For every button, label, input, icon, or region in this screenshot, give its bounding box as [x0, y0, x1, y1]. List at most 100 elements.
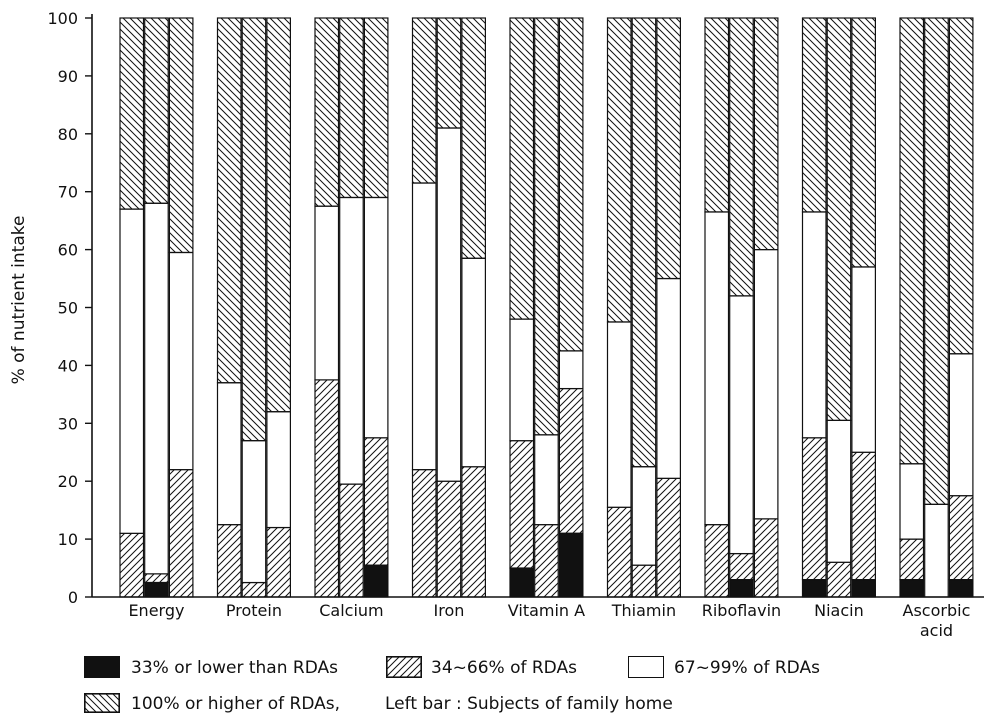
- x-tick-label-8: Niacin: [814, 601, 864, 620]
- bar-4-1: [411, 17, 437, 598]
- bar-6-3-seg-mid: [656, 477, 682, 598]
- bar-3-2-seg-full: [339, 17, 364, 199]
- bar-3-3-seg-full: [363, 17, 389, 199]
- legend-label-full: 100% or higher of RDAs,: [131, 694, 340, 714]
- bar-9-3-seg-high: [948, 353, 974, 497]
- y-tick-label-70: 70: [58, 183, 78, 202]
- bar-9-1-seg-full: [899, 17, 925, 465]
- bar-4-1-seg-high: [411, 182, 437, 471]
- legend-swatch-high: [628, 656, 664, 678]
- bar-8-3: [851, 17, 877, 598]
- bar-6-2-seg-high: [631, 466, 657, 566]
- bar-7-2-seg-low: [729, 579, 754, 598]
- bar-6-2-seg-mid: [631, 564, 657, 598]
- bar-6-3-seg-high: [656, 277, 682, 479]
- x-tick-label-3: Calcium: [319, 601, 383, 620]
- bar-9-2-seg-full: [924, 17, 949, 505]
- bar-2-2-seg-full: [241, 17, 267, 442]
- y-tick-label-80: 80: [58, 125, 78, 144]
- bar-8-3-seg-high: [851, 266, 877, 453]
- bar-4-2: [436, 17, 462, 598]
- bar-group-3: [314, 17, 389, 598]
- legend-swatch-mid: [386, 656, 422, 678]
- bar-5-1: [509, 17, 535, 598]
- bar-1-2-seg-mid: [144, 573, 169, 584]
- bar-5-1-seg-low: [509, 567, 535, 598]
- bar-3-3: [363, 17, 389, 598]
- bar-3-3-seg-mid: [363, 437, 389, 566]
- bar-7-3: [753, 17, 779, 598]
- bar-group-6: [606, 17, 682, 598]
- bar-9-3: [948, 17, 974, 598]
- bar-5-2-seg-high: [534, 434, 559, 526]
- bar-7-2-seg-mid: [729, 552, 754, 581]
- bar-group-2: [216, 17, 291, 598]
- bar-9-3-seg-mid: [948, 495, 974, 581]
- bar-2-2-seg-high: [241, 440, 267, 584]
- bar-1-1: [119, 17, 145, 598]
- bar-2-1-seg-full: [216, 17, 242, 384]
- bar-6-2: [631, 17, 657, 598]
- bar-8-1-seg-high: [801, 211, 827, 439]
- x-tick-label-7: Riboflavin: [702, 601, 781, 620]
- bar-8-1-seg-low: [801, 579, 827, 598]
- bar-8-3-seg-full: [851, 17, 877, 268]
- bar-group-8: [801, 17, 877, 598]
- bar-4-2-seg-high: [436, 127, 462, 482]
- bar-1-2-seg-low: [144, 581, 169, 598]
- bar-1-3: [168, 17, 194, 598]
- bar-9-1: [899, 17, 925, 598]
- y-tick-label-20: 20: [58, 472, 78, 491]
- legend-label-high: 67~99% of RDAs: [674, 658, 820, 678]
- bar-4-3-seg-full: [461, 17, 486, 259]
- y-tick-label-0: 0: [68, 588, 78, 607]
- bar-9-1-seg-high: [899, 463, 925, 540]
- bar-4-3-seg-high: [461, 257, 486, 468]
- bar-1-3-seg-high: [168, 251, 194, 471]
- y-tick-label-30: 30: [58, 414, 78, 433]
- bar-6-3-seg-full: [656, 17, 682, 280]
- x-tick-label-2: Protein: [226, 601, 282, 620]
- bar-8-3-seg-mid: [851, 451, 877, 581]
- bar-7-1-seg-full: [704, 17, 730, 213]
- bar-9-3-seg-low: [948, 579, 974, 598]
- bar-6-3: [656, 17, 682, 598]
- bar-1-1-seg-full: [119, 17, 145, 210]
- legend-label-low: 33% or lower than RDAs: [131, 658, 338, 678]
- bar-5-3-seg-full: [558, 17, 584, 352]
- bar-7-3-seg-full: [753, 17, 779, 251]
- bar-8-2-seg-high: [826, 419, 852, 563]
- bar-1-2-seg-full: [144, 17, 169, 204]
- bar-3-2: [339, 17, 364, 598]
- bar-6-1-seg-full: [606, 17, 632, 323]
- bar-8-1: [801, 17, 827, 598]
- x-tick-label-9: Ascorbic acid: [903, 601, 971, 640]
- bar-1-2: [144, 17, 169, 598]
- bar-7-1-seg-high: [704, 211, 730, 526]
- legend-swatch-low: [84, 656, 120, 678]
- y-axis: 0 10 20 30 40 50 60 70 80 90 100: [47, 9, 93, 607]
- bar-3-1: [314, 17, 340, 598]
- bar-7-2-seg-high: [729, 295, 754, 555]
- bar-1-3-seg-mid: [168, 469, 194, 598]
- bar-group-1: [119, 17, 194, 598]
- bar-5-2-seg-mid: [534, 524, 559, 598]
- bar-5-3-seg-low: [558, 532, 584, 598]
- y-tick-label-60: 60: [58, 241, 78, 260]
- bar-5-3-seg-high: [558, 350, 584, 390]
- bar-4-3-seg-mid: [461, 466, 486, 598]
- plot-area: [119, 17, 974, 598]
- bar-8-3-seg-low: [851, 579, 877, 598]
- y-tick-label-100: 100: [47, 9, 78, 28]
- bar-3-1-seg-full: [314, 17, 340, 207]
- bar-1-2-seg-high: [144, 202, 169, 575]
- bar-6-2-seg-full: [631, 17, 657, 468]
- bar-9-3-seg-full: [948, 17, 974, 355]
- bar-7-2-seg-full: [729, 17, 754, 297]
- bar-4-2-seg-mid: [436, 480, 462, 598]
- bar-2-1-seg-high: [216, 382, 242, 526]
- bar-6-1-seg-mid: [606, 506, 632, 598]
- bar-5-1-seg-mid: [509, 440, 535, 569]
- bar-4-2-seg-full: [436, 17, 462, 129]
